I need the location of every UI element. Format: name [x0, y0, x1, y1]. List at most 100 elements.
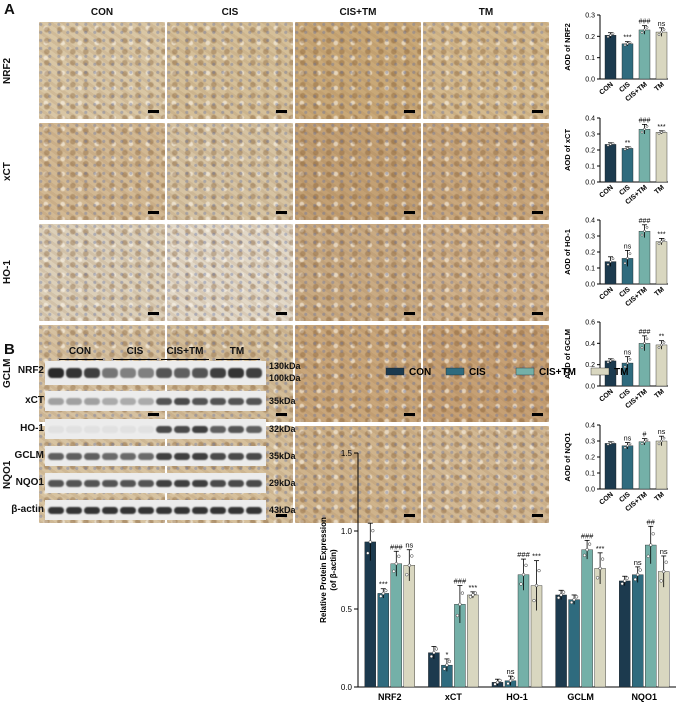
bar [568, 599, 580, 688]
blot-band [174, 397, 190, 405]
significance-label: ns [624, 243, 632, 250]
blot-band [66, 397, 82, 405]
y-tick-label: 0.4 [585, 341, 595, 348]
data-point [609, 260, 612, 263]
bar [390, 563, 403, 688]
data-point [460, 591, 465, 595]
data-point [429, 654, 434, 659]
data-point [643, 440, 646, 444]
legend-label: CIS+TM [539, 367, 576, 378]
blot-band [84, 506, 100, 514]
data-point [649, 543, 653, 547]
blot-band [210, 479, 226, 487]
blot-band [48, 479, 64, 487]
blot-band [138, 425, 154, 433]
significance-label: ### [639, 218, 651, 225]
blot-band [120, 368, 136, 378]
bar [638, 29, 651, 80]
x-tick-label: CON [598, 184, 614, 199]
blot-band [84, 479, 100, 487]
data-point [643, 28, 646, 32]
significance-label: ### [390, 542, 403, 551]
data-point [645, 124, 649, 128]
blot-band [138, 368, 154, 378]
data-point [646, 554, 650, 558]
blot-band [246, 506, 262, 514]
data-point [519, 582, 523, 586]
y-tick-label: 0.2 [585, 455, 595, 462]
y-tick-label: 0.4 [585, 218, 595, 225]
blot-band [228, 506, 244, 514]
data-point [625, 576, 629, 580]
data-point [657, 132, 661, 135]
data-point [498, 678, 502, 683]
y-tick-label: 0.1 [585, 164, 595, 171]
y-tick-label: 0.5 [341, 605, 353, 614]
data-point [628, 252, 632, 255]
wb-group-con: CON [68, 346, 92, 357]
data-point [662, 28, 666, 31]
data-point [640, 31, 644, 34]
data-point [598, 566, 602, 571]
blot-band [48, 452, 64, 460]
data-point [643, 127, 646, 131]
legend-swatch [515, 367, 535, 376]
ihc-tile [423, 426, 549, 523]
data-point [392, 569, 396, 573]
panel-b-letter: B [4, 341, 15, 358]
blot-band [84, 368, 100, 378]
ihc-tile [423, 224, 549, 321]
significance-label: *** [532, 552, 541, 561]
data-point [508, 679, 513, 683]
bar [638, 128, 651, 183]
y-tick-label: 1.0 [341, 527, 353, 536]
scale-bar [148, 413, 159, 416]
blot-band [48, 397, 64, 405]
data-point [384, 588, 388, 593]
significance-label: ns [660, 547, 668, 556]
blot-band [174, 506, 190, 514]
data-point [660, 131, 663, 134]
scale-bar [276, 413, 287, 416]
data-point [606, 263, 610, 266]
significance-label: ns [658, 21, 666, 28]
wb-label-beta-actin: β-actin [11, 504, 44, 515]
data-point [660, 240, 663, 243]
bar [621, 148, 634, 183]
x-tick-label: CON [598, 286, 614, 301]
data-point [394, 562, 398, 566]
ihc-tile [39, 123, 165, 220]
bar [655, 132, 668, 183]
data-point [662, 130, 666, 133]
y-axis-label: AOD of HO-1 [563, 229, 572, 275]
significance-label: ns [658, 429, 666, 436]
data-point [445, 663, 449, 667]
blot-band [192, 397, 208, 405]
data-point [628, 442, 632, 446]
data-point [660, 439, 663, 443]
data-point [660, 343, 663, 347]
y-axis-label-units: (of β-actin) [329, 549, 338, 591]
y-tick-label: 0.0 [585, 487, 595, 494]
blot-band [120, 452, 136, 460]
kda-130: 130kDa [269, 361, 301, 371]
data-point [659, 579, 663, 583]
significance-label: *** [379, 580, 388, 589]
scale-bar [404, 312, 415, 315]
data-point [640, 346, 644, 350]
data-point [633, 577, 637, 582]
data-point [410, 554, 414, 558]
blot-band [120, 397, 136, 405]
wb-group-line [161, 359, 209, 360]
ihc-tile [167, 22, 293, 119]
x-tick-label: GCLM [567, 692, 594, 702]
significance-label: ** [659, 334, 665, 341]
data-point [657, 242, 661, 245]
data-point [606, 443, 610, 446]
blot-band [120, 506, 136, 514]
data-point [640, 233, 644, 237]
data-point [381, 591, 385, 596]
y-tick-label: 0.1 [585, 266, 595, 273]
data-point [595, 576, 600, 580]
